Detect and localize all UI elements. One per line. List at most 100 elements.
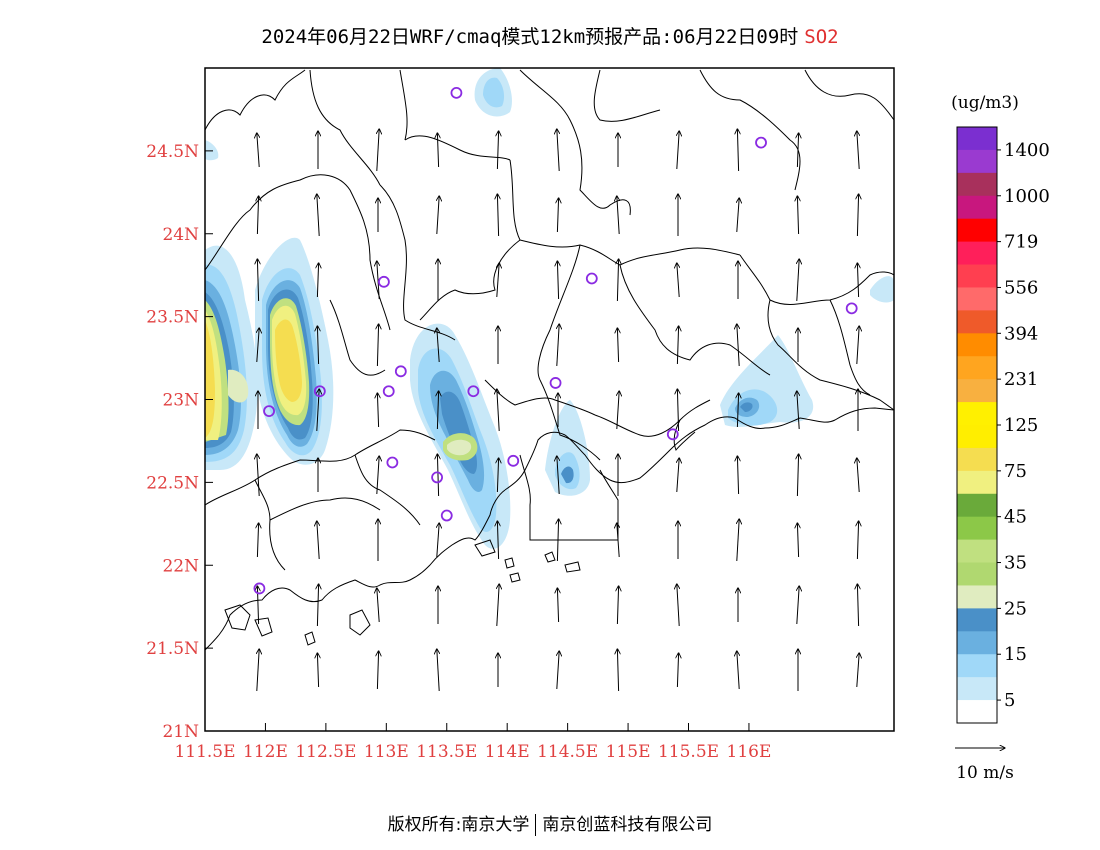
wind-arrow <box>377 393 378 428</box>
island-outline <box>254 617 273 637</box>
wind-arrow <box>257 454 259 497</box>
station-marker <box>313 385 326 398</box>
wind-arrow <box>737 198 739 233</box>
station-marker <box>467 385 480 398</box>
colorbar-swatch <box>957 195 997 220</box>
colorbar-label: 125 <box>1004 415 1038 436</box>
boundary-line <box>205 429 436 506</box>
wind-arrow <box>437 196 439 235</box>
admin-boundaries <box>205 69 894 651</box>
colorbar-swatch <box>957 264 997 288</box>
wind-arrow <box>257 328 259 363</box>
colorbar-swatch <box>957 608 997 632</box>
station-marker <box>382 385 395 398</box>
wind-arrow <box>557 588 558 623</box>
island-outline <box>504 557 515 569</box>
boundary-line <box>379 184 456 341</box>
wind-arrow <box>677 653 678 688</box>
lat-tick-label: 24N <box>162 225 199 245</box>
wind-arrow <box>677 389 678 432</box>
boundary-line <box>539 379 601 461</box>
wind-arrow <box>797 586 799 625</box>
lon-tick-label: 114E <box>485 742 530 762</box>
colorbar-swatch <box>957 241 997 266</box>
so2-plume-north-core <box>483 77 505 108</box>
colorbar-swatch <box>957 677 997 701</box>
latitude-axis: 24.5N 24N 23.5N 23N 22.5N 22N 21.5N 21N <box>146 142 213 742</box>
lat-tick-label: 22N <box>162 556 199 576</box>
colorbar-swatch <box>957 493 997 518</box>
wind-arrow <box>437 328 439 363</box>
wind-arrow <box>377 456 379 495</box>
footer-right: 南京创蓝科技有限公司 <box>542 815 713 835</box>
wind-arrow <box>797 454 798 497</box>
boundary-line <box>619 264 771 376</box>
wind-arrow <box>857 326 859 365</box>
boundary-line <box>205 174 391 331</box>
lon-tick-label: 112.5E <box>295 742 356 762</box>
so2-plume-c-l6 <box>275 319 302 402</box>
wind-arrow <box>437 649 439 692</box>
so2-plume-sz-l2 <box>561 466 574 484</box>
boundary-line <box>519 239 741 266</box>
lon-tick-label: 114.5E <box>537 742 598 762</box>
wind-arrow <box>797 133 798 168</box>
boundary-line <box>829 299 871 396</box>
wind-arrow <box>617 586 618 625</box>
wind-arrow <box>377 129 379 172</box>
wind-arrow <box>497 131 498 170</box>
boundary-line <box>329 299 386 376</box>
station-marker <box>507 454 520 467</box>
wind-arrow <box>857 131 859 170</box>
wind-arrow <box>377 324 378 367</box>
wind-arrow <box>257 586 258 625</box>
wind-arrow <box>737 393 738 428</box>
wind-arrow <box>257 649 259 692</box>
wind-arrow <box>737 519 739 562</box>
wind-arrow <box>437 133 438 168</box>
boundary-line <box>254 479 286 571</box>
so2-plume-prd-l5 <box>447 439 472 456</box>
colorbar-label: 556 <box>1004 277 1038 298</box>
wind-arrow <box>317 521 319 560</box>
wind-vectors <box>257 129 859 692</box>
lon-tick-label: 113E <box>364 742 409 762</box>
lon-tick-label: 116E <box>727 742 772 762</box>
boundary-line <box>804 69 894 121</box>
wind-arrow <box>797 391 799 430</box>
station-marker <box>549 377 562 389</box>
so2-plume-nw <box>205 140 219 161</box>
wind-arrow <box>317 584 318 627</box>
wind-arrow <box>497 458 498 493</box>
boundary-line <box>309 69 381 186</box>
wind-arrow <box>857 653 859 688</box>
colorbar-swatch <box>957 470 997 495</box>
colorbar-swatch <box>957 654 997 678</box>
so2-plume-fareast <box>870 276 894 303</box>
coastline <box>504 407 894 491</box>
colorbar-swatch <box>957 287 997 311</box>
coastline <box>673 419 696 451</box>
wind-arrow <box>497 263 499 298</box>
wind-arrow <box>257 196 258 235</box>
lat-tick-label: 22.5N <box>146 473 199 493</box>
wind-arrow <box>497 584 499 627</box>
colorbar-swatch <box>957 333 997 357</box>
wind-arrow <box>317 263 318 298</box>
wind-arrow <box>737 324 739 367</box>
wind-arrow <box>677 263 679 298</box>
station-marker <box>755 136 767 149</box>
colorbar-label: 231 <box>1004 369 1038 390</box>
island-outline <box>224 604 251 631</box>
wind-arrow <box>377 588 379 623</box>
wind-arrow <box>557 519 558 562</box>
colorbar-swatch <box>957 356 997 380</box>
colorbar-swatch <box>957 379 997 403</box>
boundary-line <box>739 254 894 305</box>
colorbar-swatch <box>957 218 997 243</box>
wind-arrow <box>857 458 859 493</box>
boundary-line <box>593 69 661 122</box>
wind-arrow <box>857 263 858 298</box>
wind-arrow <box>737 651 739 690</box>
colorbar-swatch <box>957 516 997 541</box>
